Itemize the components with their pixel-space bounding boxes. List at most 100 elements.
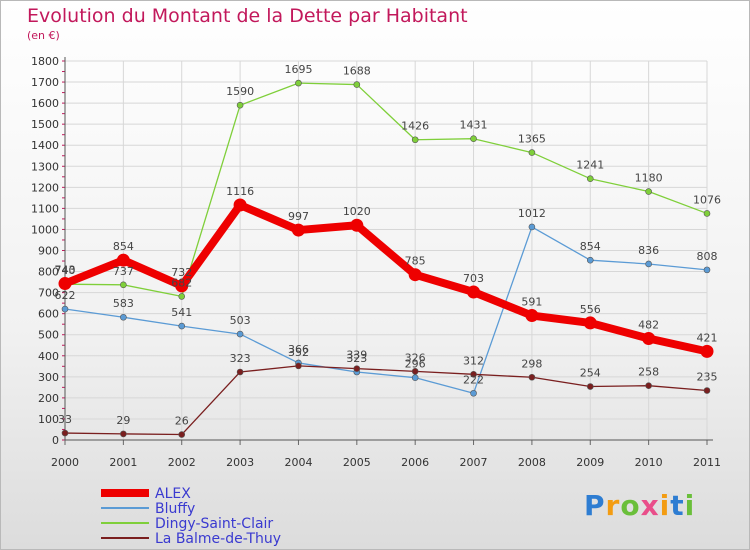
x-tick-label: 2006 — [401, 456, 429, 469]
logo-letter: t — [670, 489, 685, 522]
data-point-alex — [408, 268, 422, 282]
data-point-bluffy — [703, 266, 711, 274]
x-tick-label: 2004 — [284, 456, 312, 469]
x-tick-label: 2000 — [51, 456, 79, 469]
data-point-bluffy — [645, 260, 652, 268]
data-label-dingy-saint-clair: 737 — [113, 265, 134, 278]
logo-letter: P — [584, 489, 606, 522]
y-tick-label: 1700 — [31, 76, 59, 89]
y-tick-label: 200 — [38, 392, 59, 405]
data-label-alex: 854 — [113, 240, 134, 253]
data-label-alex: 703 — [463, 272, 484, 285]
data-label-bluffy: 836 — [638, 244, 659, 257]
data-label-alex: 743 — [55, 264, 76, 277]
x-tick-label: 2003 — [226, 456, 254, 469]
data-label-dingy-saint-clair: 740 — [55, 264, 76, 277]
data-label-dingy-saint-clair: 1241 — [576, 159, 604, 172]
x-tick-label: 2005 — [343, 456, 371, 469]
y-tick-label: 100 — [38, 413, 59, 426]
y-tick-label: 600 — [38, 308, 59, 321]
data-label-alex: 591 — [521, 296, 542, 309]
x-tick-label: 2007 — [460, 456, 488, 469]
y-tick-label: 500 — [38, 329, 59, 342]
data-label-bluffy: 583 — [113, 297, 134, 310]
y-tick-label: 700 — [38, 287, 59, 300]
data-point-alex — [642, 332, 656, 346]
y-tick-label: 300 — [38, 371, 59, 384]
data-point-la-balme-de-thuy — [120, 430, 127, 438]
data-point-bluffy — [528, 223, 536, 231]
y-tick-label: 0 — [52, 434, 59, 447]
data-label-la-balme-de-thuy: 26 — [175, 415, 189, 428]
data-point-la-balme-de-thuy — [353, 365, 361, 372]
logo-letter: i — [659, 489, 671, 522]
logo-letter: r — [605, 489, 621, 522]
series-line-dingy-saint-clair — [64, 82, 708, 298]
data-point-la-balme-de-thuy — [470, 371, 477, 378]
x-tick-label: 2011 — [693, 456, 721, 469]
x-tick-label: 2001 — [109, 456, 137, 469]
data-label-la-balme-de-thuy: 33 — [58, 413, 72, 426]
logo-letter: o — [620, 489, 641, 522]
series-line-la-balme-de-thuy — [64, 365, 708, 436]
data-point-la-balme-de-thuy — [645, 382, 652, 389]
y-tick-label: 1100 — [31, 202, 59, 215]
data-label-alex: 785 — [405, 255, 426, 268]
data-label-bluffy: 854 — [580, 240, 601, 253]
data-label-dingy-saint-clair: 1688 — [343, 65, 371, 78]
data-point-alex — [116, 253, 130, 267]
y-tick-label: 400 — [38, 350, 59, 363]
data-point-dingy-saint-clair — [645, 188, 652, 195]
y-tick-label: 1200 — [31, 181, 59, 194]
data-label-dingy-saint-clair: 1180 — [635, 172, 663, 185]
legend-label-la-balme-de-thuy: La Balme-de-Thuy — [155, 531, 281, 547]
data-label-dingy-saint-clair: 1590 — [226, 85, 254, 98]
data-label-la-balme-de-thuy: 339 — [346, 349, 367, 362]
y-tick-label: 1000 — [31, 223, 59, 236]
data-label-alex: 556 — [580, 303, 601, 316]
data-point-alex — [58, 277, 72, 291]
data-point-dingy-saint-clair — [411, 136, 419, 144]
data-point-alex — [350, 218, 364, 232]
data-label-alex: 1116 — [226, 185, 254, 198]
data-label-bluffy: 503 — [230, 314, 251, 327]
data-point-alex — [175, 279, 189, 293]
data-label-dingy-saint-clair: 1426 — [401, 120, 429, 133]
data-point-la-balme-de-thuy — [411, 368, 419, 375]
data-label-alex: 421 — [697, 331, 718, 344]
logo-letter: x — [640, 489, 660, 522]
x-tick-label: 2002 — [168, 456, 196, 469]
data-point-la-balme-de-thuy — [703, 387, 711, 394]
data-point-la-balme-de-thuy — [586, 383, 594, 390]
chart-title: Evolution du Montant de la Dette par Hab… — [27, 5, 468, 27]
x-tick-label: 2009 — [576, 456, 604, 469]
data-point-la-balme-de-thuy — [236, 368, 244, 376]
legend-label-dingy-saint-clair: Dingy-Saint-Clair — [155, 516, 273, 532]
data-point-alex — [525, 309, 539, 323]
data-point-la-balme-de-thuy — [61, 429, 69, 437]
data-label-la-balme-de-thuy: 254 — [580, 367, 601, 380]
data-label-la-balme-de-thuy: 323 — [230, 352, 251, 365]
data-point-bluffy — [120, 313, 127, 321]
y-tick-label: 800 — [38, 266, 59, 279]
data-point-alex — [583, 316, 597, 330]
data-label-bluffy: 296 — [405, 358, 426, 371]
data-label-dingy-saint-clair: 1365 — [518, 133, 546, 146]
data-label-bluffy: 622 — [55, 289, 76, 302]
y-tick-label: 1500 — [31, 118, 59, 131]
data-label-bluffy: 323 — [346, 352, 367, 365]
data-point-bluffy — [236, 330, 244, 338]
data-point-alex — [467, 285, 481, 299]
y-tick-label: 1600 — [31, 97, 59, 110]
data-point-bluffy — [61, 305, 69, 313]
y-tick-label: 1400 — [31, 139, 59, 152]
data-label-la-balme-de-thuy: 326 — [405, 351, 426, 364]
data-label-dingy-saint-clair: 1431 — [460, 119, 488, 132]
data-label-alex: 482 — [638, 319, 659, 332]
data-point-dingy-saint-clair — [586, 175, 594, 183]
data-label-bluffy: 541 — [171, 306, 192, 319]
data-point-dingy-saint-clair — [295, 79, 302, 87]
data-point-bluffy — [411, 374, 419, 381]
